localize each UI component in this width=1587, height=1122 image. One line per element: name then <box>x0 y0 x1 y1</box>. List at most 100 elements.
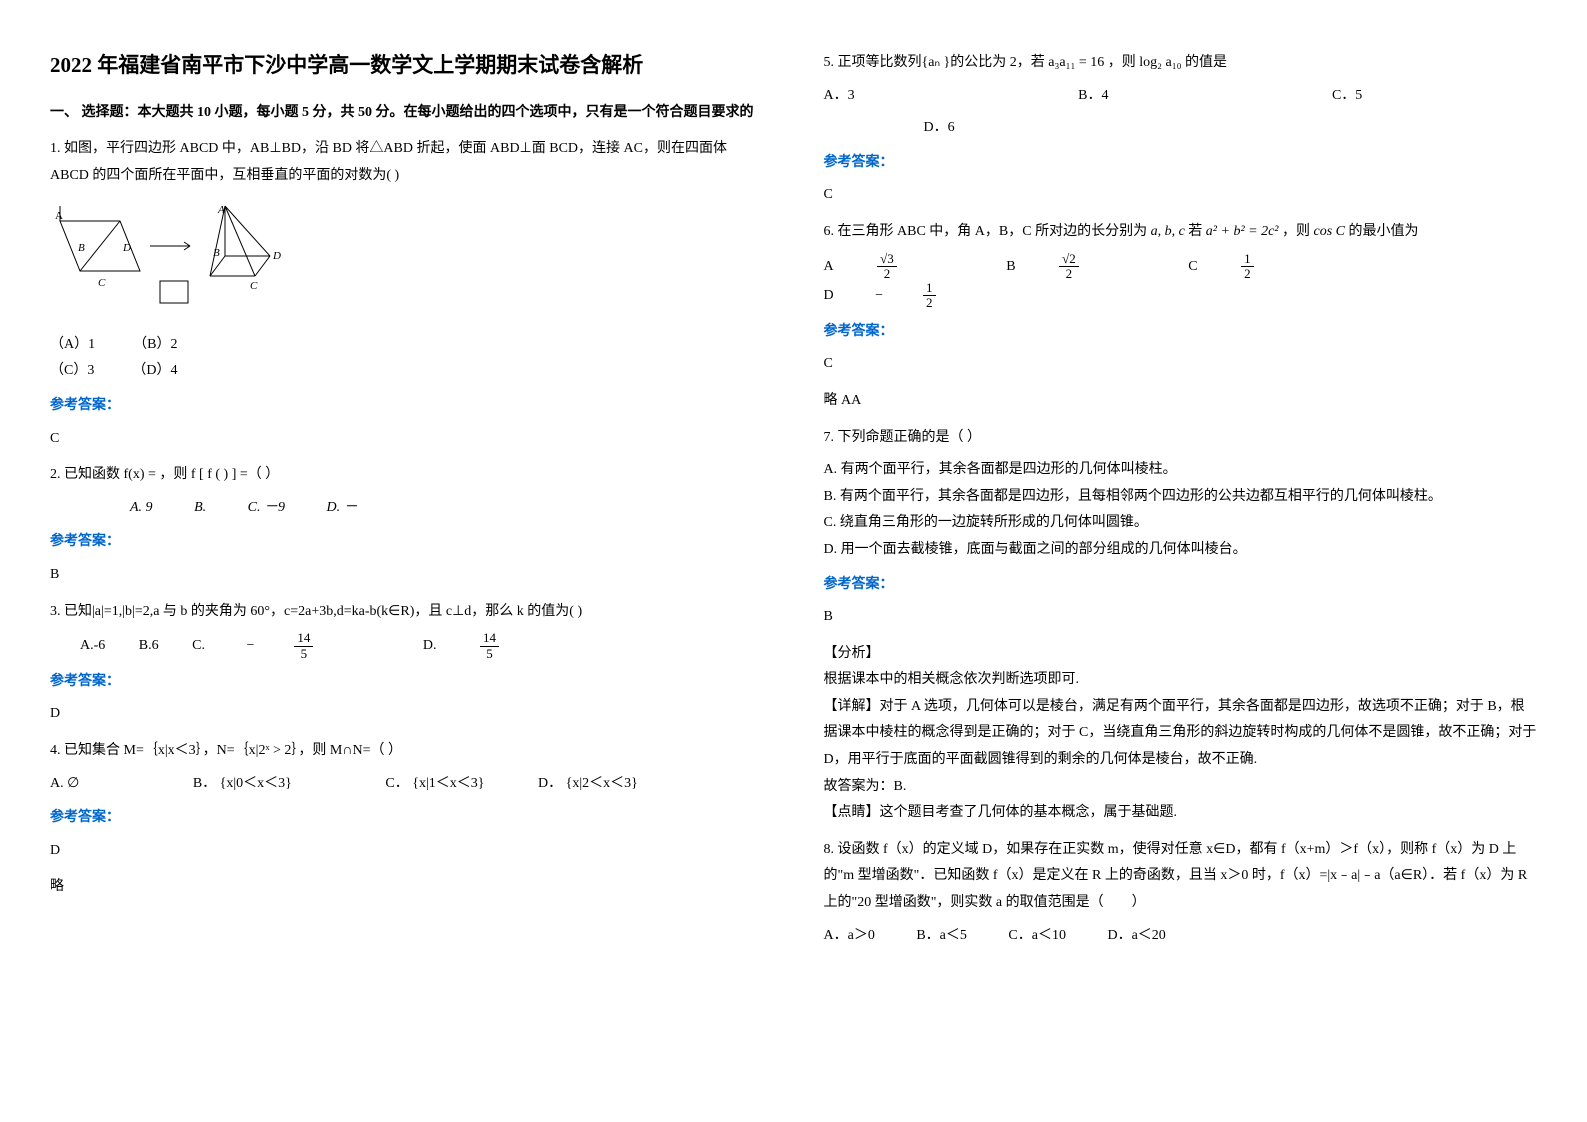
opt-label: C. <box>192 633 205 660</box>
frac-den: 2 <box>1059 267 1079 281</box>
q6-answer: C <box>824 351 1538 378</box>
opt-b: B √22 <box>1006 252 1154 282</box>
opt-d: D − 12 <box>824 281 1012 311</box>
answer-label: 参考答案： <box>50 805 754 832</box>
text-part: 的值是 <box>1181 55 1227 70</box>
text-part: a² + b² = 2c² <box>1206 224 1279 239</box>
comment-body: 这个题目考查了几何体的基本概念，属于基础题. <box>880 805 1178 820</box>
q5-answer: C <box>824 182 1538 209</box>
frac-num: 14 <box>480 631 499 646</box>
opt-d: （D）4 <box>132 358 177 385</box>
opt-b: B．a＜5 <box>916 923 967 950</box>
answer-label: 参考答案： <box>50 669 754 696</box>
answer-label: 参考答案： <box>824 150 1538 177</box>
comment-text: 【点睛】这个题目考查了几何体的基本概念，属于基础题. <box>824 800 1538 827</box>
svg-text:C: C <box>250 280 258 292</box>
right-column: 5. 正项等比数列{aₙ }的公比为 2，若 a₃a₁₁ = 16 ，则 log… <box>794 0 1587 1122</box>
text-part: 的最小值为 <box>1345 224 1419 239</box>
q-text: 6. 在三角形 ABC 中，角 A，B，C 所对边的长分别为 a, b, c 若… <box>824 219 1538 246</box>
question-5: 5. 正项等比数列{aₙ }的公比为 2，若 a₃a₁₁ = 16 ，则 log… <box>824 50 1538 209</box>
question-6: 6. 在三角形 ABC 中，角 A，B，C 所对边的长分别为 a, b, c 若… <box>824 219 1538 415</box>
opt-a: A. 有两个面平行，其余各面都是四边形的几何体叫棱柱。 <box>824 457 1538 484</box>
opt-d: D．a＜20 <box>1107 923 1165 950</box>
text-part: ，则 <box>1279 224 1314 239</box>
frac-den: 2 <box>923 296 936 310</box>
frac-den: 2 <box>877 267 897 281</box>
opt-label: D <box>824 283 834 310</box>
opt-a: A. 9 <box>130 495 153 522</box>
frac-den: 5 <box>480 647 499 661</box>
text-part: 4. 已知集合 M=｛x|x＜3｝，N=｛x| <box>50 743 258 758</box>
frac-num: √3 <box>877 252 897 267</box>
q5-options: A．3 B．4 C．5 <box>824 83 1538 110</box>
opt-label: B <box>1006 254 1015 281</box>
q-text: 1. 如图，平行四边形 ABCD 中，AB⊥BD，沿 BD 将△ABD 折起，使… <box>50 136 754 189</box>
svg-text:A: A <box>55 210 63 222</box>
answer-label: 参考答案： <box>50 529 754 556</box>
opt-c: （C）3 <box>50 358 94 385</box>
opt-a: A. ∅ <box>50 771 79 798</box>
answer-label: 参考答案： <box>824 572 1538 599</box>
opt-b: B．4 <box>1078 83 1108 110</box>
svg-text:A: A <box>217 204 225 216</box>
text-part: ，则 <box>1104 55 1139 70</box>
q3-options: A.-6 B.6 C. −145 D. 145 <box>50 631 754 661</box>
frac-den: 5 <box>294 647 313 661</box>
frac-num: 14 <box>294 631 313 646</box>
answer-label: 参考答案： <box>50 393 754 420</box>
text-part: 6. 在三角形 ABC 中，角 A，B，C 所对边的长分别为 <box>824 224 1151 239</box>
opt-a: （A）1 <box>50 332 95 359</box>
q4-extra: 略 <box>50 874 754 901</box>
svg-text:B: B <box>78 242 85 254</box>
question-7: 7. 下列命题正确的是（ ） A. 有两个面平行，其余各面都是四边形的几何体叫棱… <box>824 425 1538 827</box>
text-part: a₃a₁₁ = 16 <box>1048 55 1104 70</box>
detail-text: 【详解】对于 A 选项，几何体可以是棱台，满足有两个面平行，其余各面都是四边形，… <box>824 694 1538 774</box>
frac-num: √2 <box>1059 252 1079 267</box>
question-2: 2. 已知函数 f(x) = ，则 f [ f ( ) ] =（ ） A. 9 … <box>50 462 754 588</box>
q1-answer: C <box>50 426 754 453</box>
exam-title: 2022 年福建省南平市下沙中学高一数学文上学期期末试卷含解析 <box>50 50 754 82</box>
q4-options: A. ∅ B． {x|0＜x＜3} C． {x|1＜x＜3} D． {x|2＜x… <box>50 771 754 798</box>
opt-label: C <box>1188 254 1197 281</box>
opt-d: D．6 <box>824 115 1538 142</box>
opt-c: C. －9 <box>248 495 285 522</box>
frac-num: 1 <box>923 281 936 296</box>
q-text: 4. 已知集合 M=｛x|x＜3｝，N=｛x|2ˣ > 2｝，则 M∩N=（ ） <box>50 738 754 765</box>
q-text: 3. 已知|a|=1,|b|=2,a 与 b 的夹角为 60°，c=2a+3b,… <box>50 599 754 626</box>
q7-answer: B <box>824 604 1538 631</box>
q1-options: （A）1（B）2 （C）3（D）4 <box>50 332 754 385</box>
q3-answer: D <box>50 701 754 728</box>
svg-text:C: C <box>98 277 106 289</box>
opt-label: D. <box>423 633 437 660</box>
opt-d: D． {x|2＜x＜3} <box>538 771 638 798</box>
conclusion: 故答案为：B. <box>824 774 1538 801</box>
text-part: ｝，则 M∩N=（ ） <box>291 743 402 758</box>
text-part: 若 <box>1185 224 1206 239</box>
q8-options: A．a＞0 B．a＜5 C．a＜10 D．a＜20 <box>824 923 1538 950</box>
text-part: aₙ <box>928 55 940 70</box>
q-text: 2. 已知函数 f(x) = ，则 f [ f ( ) ] =（ ） <box>50 462 754 489</box>
svg-text:D: D <box>272 250 281 262</box>
question-3: 3. 已知|a|=1,|b|=2,a 与 b 的夹角为 60°，c=2a+3b,… <box>50 599 754 728</box>
neg-sign: − <box>875 283 883 310</box>
frac-den: 2 <box>1241 267 1254 281</box>
opt-c: C. −145 <box>192 631 389 661</box>
question-4: 4. 已知集合 M=｛x|x＜3｝，N=｛x|2ˣ > 2｝，则 M∩N=（ ）… <box>50 738 754 901</box>
opt-a: A．3 <box>824 83 855 110</box>
section-heading: 一、 选择题：本大题共 10 小题，每小题 5 分，共 50 分。在每小题给出的… <box>50 100 754 127</box>
comment-label: 【点睛】 <box>824 805 880 820</box>
opt-b: B.6 <box>139 633 159 660</box>
opt-d: D. 145 <box>423 631 575 661</box>
q-text: 8. 设函数 f（x）的定义域 D，如果存在正实数 m，使得对任意 x∈D，都有… <box>824 837 1538 917</box>
q6-extra: 略 AA <box>824 388 1538 415</box>
text-part: a, b, c <box>1151 224 1185 239</box>
detail-body: 对于 A 选项，几何体可以是棱台，满足有两个面平行，其余各面都是四边形，故选项不… <box>824 699 1537 767</box>
opt-b: B. <box>194 495 206 522</box>
opt-c: C. 绕直角三角形的一边旋转所形成的几何体叫圆锥。 <box>824 510 1538 537</box>
opt-a: A．a＞0 <box>824 923 875 950</box>
opt-d: D. 用一个面去截棱锥，底面与截面之间的部分组成的几何体叫棱台。 <box>824 537 1538 564</box>
opt-c: C 12 <box>1188 252 1329 282</box>
text-part: cos C <box>1314 224 1346 239</box>
opt-c: C．5 <box>1332 83 1362 110</box>
question-1: 1. 如图，平行四边形 ABCD 中，AB⊥BD，沿 BD 将△ABD 折起，使… <box>50 136 754 452</box>
